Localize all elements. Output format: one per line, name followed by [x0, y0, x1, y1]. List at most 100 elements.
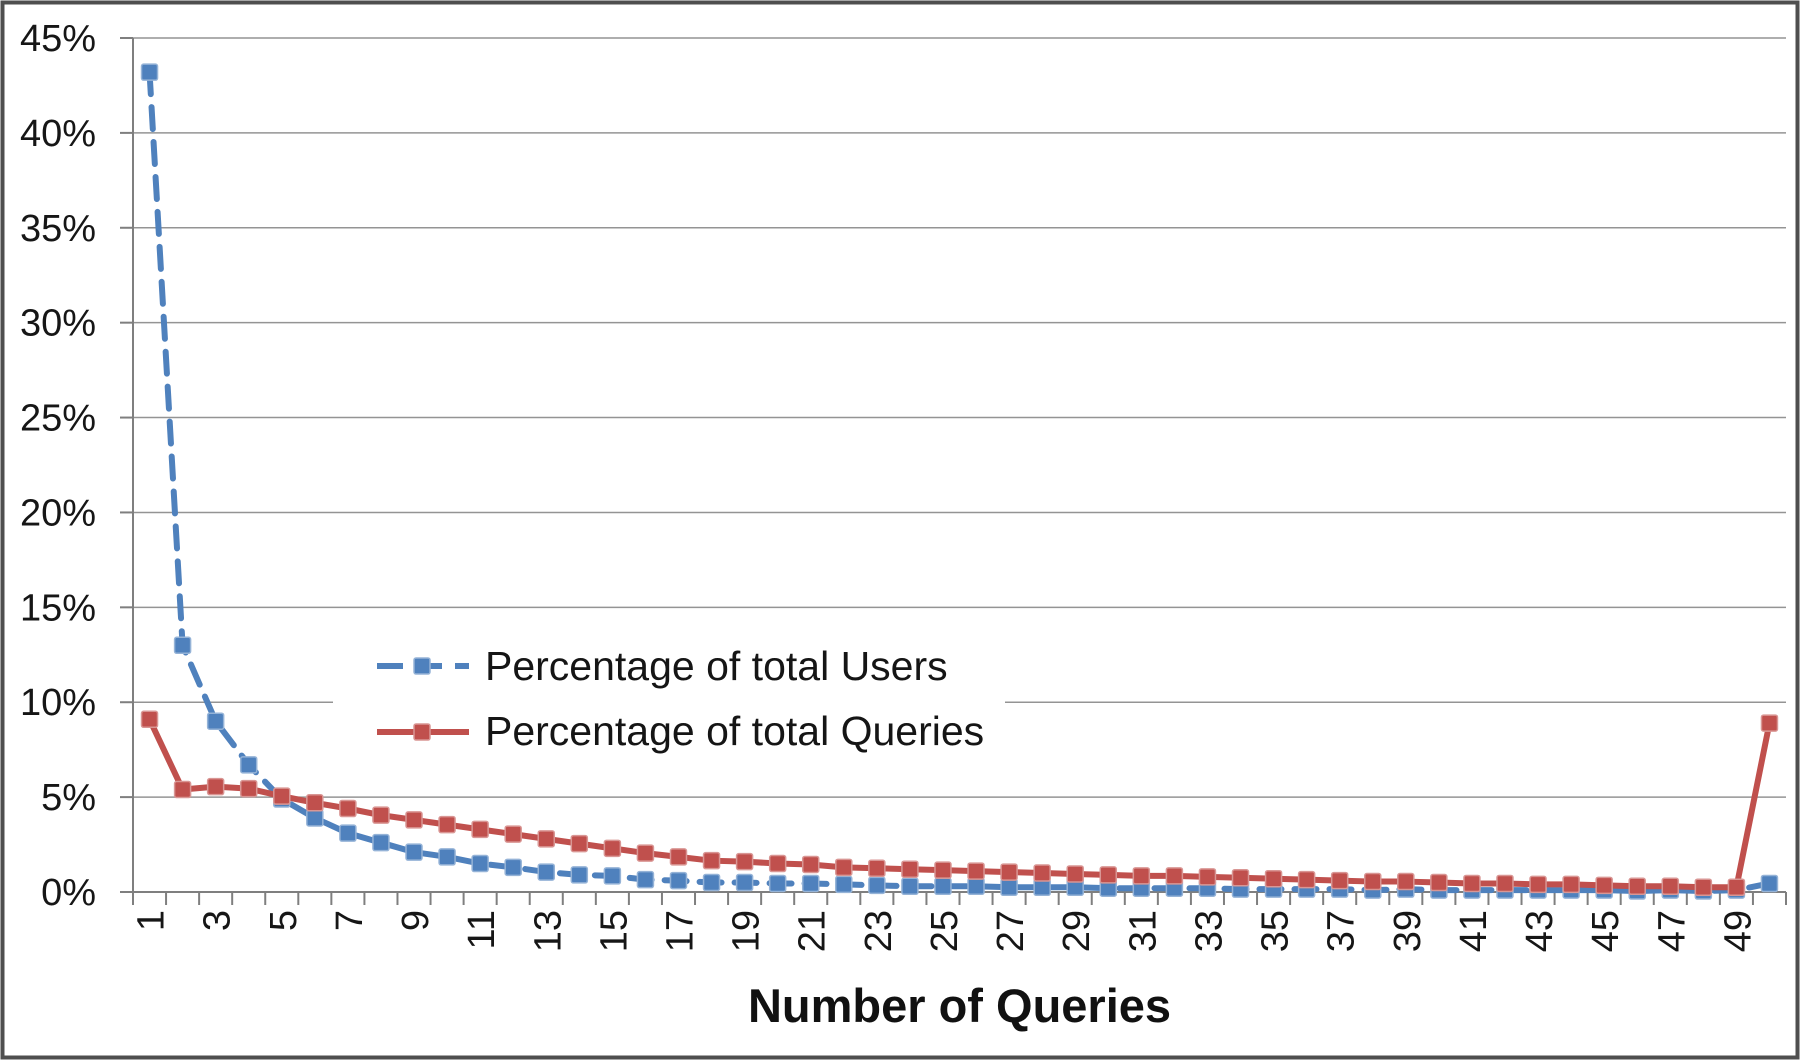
x-axis-title: Number of Queries [747, 979, 1172, 1032]
data-point-marker [140, 63, 159, 81]
x-tick-label: 1 [131, 910, 173, 931]
data-point-marker [339, 824, 357, 842]
y-tick-label: 0% [41, 872, 96, 914]
data-point-marker [1694, 878, 1713, 897]
data-point-marker [868, 859, 886, 878]
data-point-marker [1330, 871, 1349, 890]
x-tick-label: 49 [1717, 910, 1759, 952]
data-point-marker [1562, 875, 1580, 894]
y-tick-label: 10% [20, 682, 96, 724]
data-point-marker [603, 867, 622, 885]
data-point-marker [1165, 867, 1184, 885]
data-point-marker [1727, 878, 1746, 897]
x-tick-label: 11 [461, 910, 503, 949]
data-point-marker [570, 834, 589, 853]
data-point-marker [1661, 877, 1680, 896]
data-point-marker [471, 854, 489, 873]
data-point-marker [1099, 866, 1118, 884]
x-tick-label: 7 [329, 910, 371, 931]
x-tick-label: 25 [924, 910, 966, 952]
data-point-marker [735, 852, 754, 871]
data-point-marker [801, 855, 820, 874]
y-tick-label: 5% [41, 777, 96, 819]
data-point-marker [967, 862, 985, 880]
data-point-marker [702, 851, 721, 870]
data-point-marker [1264, 869, 1283, 888]
y-tick-label: 30% [20, 303, 96, 345]
data-point-marker [570, 866, 589, 884]
data-point-marker [405, 843, 423, 861]
x-tick-label: 45 [1585, 910, 1627, 952]
data-point-marker [1430, 873, 1448, 892]
data-point-marker [1529, 875, 1547, 894]
x-tick-label: 5 [263, 910, 305, 931]
data-point-marker [438, 815, 456, 834]
data-point-marker [1000, 863, 1018, 881]
data-point-marker [768, 874, 787, 893]
x-tick-label: 35 [1255, 910, 1297, 952]
x-tick-label: 41 [1453, 910, 1495, 952]
legend-label-users: Percentage of total Users [485, 642, 948, 689]
series-queries [140, 710, 1779, 897]
y-tick-label: 25% [20, 398, 96, 440]
x-tick-label: 31 [1122, 910, 1164, 952]
data-point-marker [173, 780, 192, 799]
data-point-marker [702, 873, 721, 892]
data-point-marker [735, 873, 754, 892]
data-point-marker [239, 779, 258, 798]
data-point-marker [239, 756, 258, 774]
x-tick-label: 19 [726, 910, 768, 952]
data-point-marker [206, 777, 225, 796]
data-point-marker [1496, 874, 1514, 893]
x-tick-label: 47 [1651, 910, 1693, 952]
data-point-marker [173, 636, 192, 655]
data-point-marker [768, 854, 787, 873]
x-tick-label: 37 [1321, 910, 1363, 952]
x-tick-label: 9 [395, 910, 437, 931]
data-point-marker [1033, 864, 1051, 882]
data-point-marker [868, 876, 886, 895]
data-point-marker [1132, 867, 1151, 885]
data-point-marker [1231, 869, 1250, 887]
legend-swatch-users-icon [377, 657, 469, 676]
data-point-marker [1198, 868, 1217, 886]
data-point-marker [1364, 872, 1382, 891]
data-point-marker [140, 710, 159, 729]
data-point-marker [636, 844, 655, 862]
data-point-marker [901, 860, 919, 878]
y-tick-label: 35% [20, 208, 96, 250]
y-tick-label: 15% [20, 587, 96, 629]
data-point-marker [504, 825, 522, 843]
legend-swatch-queries-icon [377, 722, 469, 741]
data-point-marker [471, 820, 489, 839]
x-tick-label: 39 [1387, 910, 1429, 952]
x-tick-label: 27 [990, 910, 1032, 952]
data-point-marker [901, 877, 919, 896]
data-point-marker [537, 863, 555, 881]
x-tick-label: 23 [858, 910, 900, 952]
legend: Percentage of total Users Percentage of … [333, 616, 1005, 782]
data-point-marker [1628, 877, 1646, 896]
data-point-marker [1760, 874, 1779, 893]
axes: 45%40%35%30%25%20%15%10%5%0%1 3 5 7 9 11 13 15 1… [20, 18, 1787, 952]
data-point-marker [1760, 714, 1779, 732]
data-point-marker [372, 806, 390, 824]
data-point-marker [405, 811, 423, 829]
data-point-marker [537, 830, 555, 848]
y-tick-label: 20% [20, 492, 96, 534]
data-point-marker [438, 848, 456, 866]
data-point-marker [835, 858, 853, 877]
data-point-marker [835, 875, 853, 894]
x-tick-label: 21 [792, 910, 834, 952]
data-point-marker [801, 874, 820, 893]
x-tick-label: 29 [1056, 910, 1098, 952]
data-point-marker [372, 833, 390, 852]
data-point-marker [967, 877, 985, 896]
data-point-marker [306, 809, 324, 827]
y-tick-label: 40% [20, 113, 96, 155]
data-point-marker [669, 871, 688, 890]
legend-item-users: Percentage of total Users [375, 642, 1005, 689]
